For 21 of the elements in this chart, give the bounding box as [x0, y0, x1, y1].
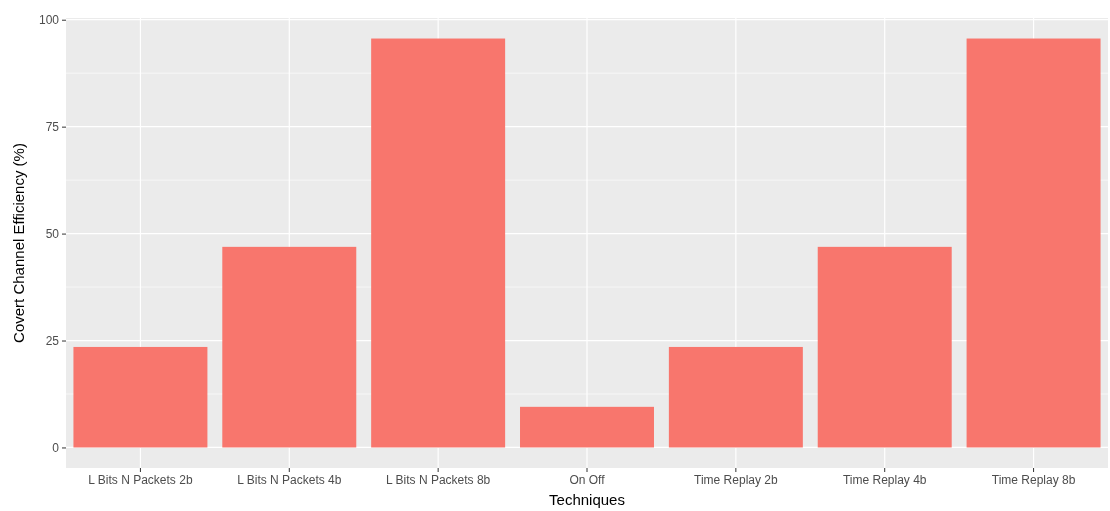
bar [966, 38, 1101, 448]
x-tick-label: Time Replay 8b [991, 472, 1076, 487]
bar [371, 38, 506, 448]
y-axis-title: Covert Channel Efficiency (%) [10, 143, 27, 343]
y-tick-label: 50 [45, 226, 60, 241]
x-axis-title: Techniques [549, 491, 625, 508]
y-tick-label: 75 [45, 119, 60, 134]
y-tick-label: 25 [45, 333, 60, 348]
bar [520, 406, 654, 448]
bar [73, 346, 208, 448]
x-tick-label: Time Replay 2b [694, 472, 778, 487]
x-tick-label: L Bits N Packets 2b [88, 472, 193, 487]
y-tick-label: 0 [52, 440, 60, 455]
x-tick-label: L Bits N Packets 8b [386, 472, 491, 487]
bar [222, 246, 357, 448]
bar [668, 346, 803, 448]
x-tick-label: Time Replay 4b [842, 472, 927, 487]
y-tick-label: 100 [38, 13, 60, 28]
x-tick-label: On Off [569, 472, 606, 487]
x-tick-label: L Bits N Packets 4b [237, 472, 342, 487]
bar [817, 246, 952, 448]
